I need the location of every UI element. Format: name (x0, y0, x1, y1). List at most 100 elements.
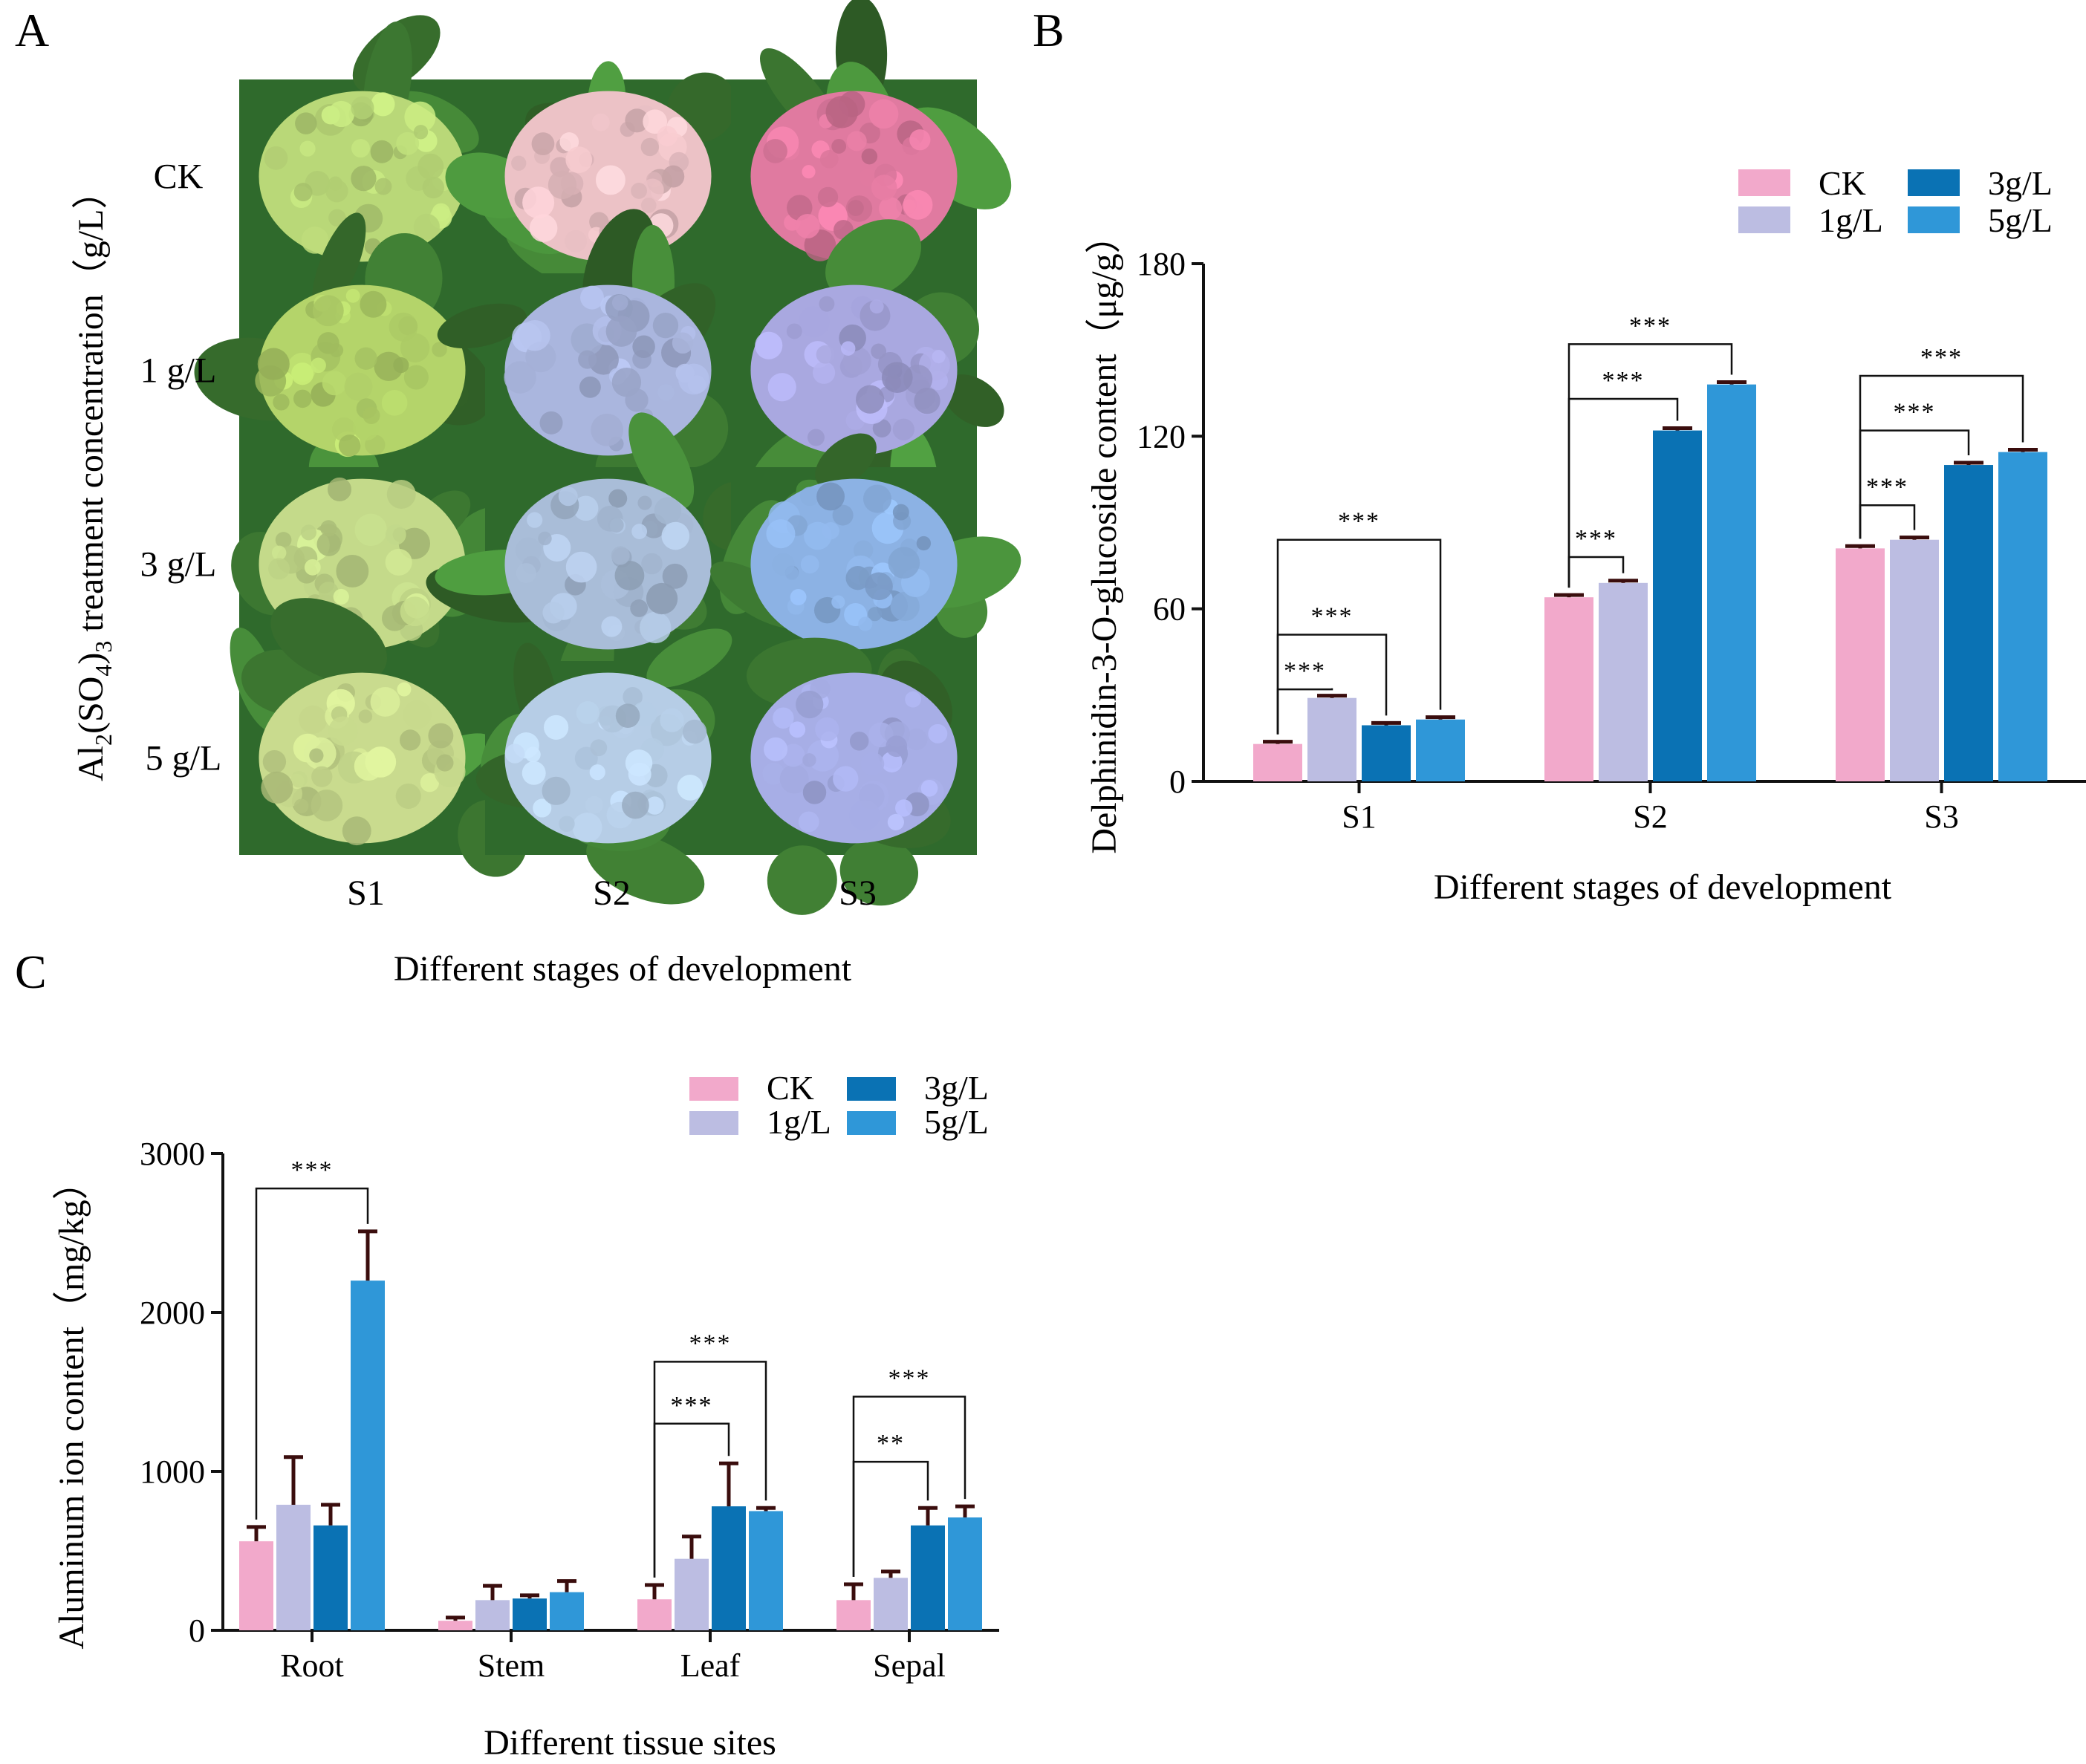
legend-label: 1g/L (1819, 201, 1883, 239)
flower-petal (892, 418, 915, 440)
bar-1gperL-S1 (1307, 697, 1356, 781)
flower-petal (853, 540, 874, 560)
flower-petal (847, 200, 864, 216)
flower-petal (641, 553, 663, 575)
row-label: CK (154, 157, 204, 197)
y-tick-label: 1000 (140, 1454, 205, 1490)
flower-petal (301, 226, 329, 254)
flower-petal (786, 323, 802, 339)
y-tick-label: 120 (1137, 418, 1186, 455)
flower-petal (865, 572, 893, 601)
bar-5gperL-S3 (1998, 452, 2047, 781)
legend-swatch-5gperL (847, 1111, 896, 1135)
flower-petal (542, 602, 565, 624)
flower-petal (871, 175, 897, 201)
flower-petal (400, 596, 430, 627)
flower-petal (903, 189, 933, 220)
flower-petal (657, 384, 675, 401)
flower-petal (640, 178, 664, 202)
flower-petal (869, 299, 884, 314)
flower-petal (572, 813, 602, 843)
flower-petal (798, 306, 830, 338)
bar-5gperL-S1 (1416, 719, 1465, 781)
flower-petal (789, 721, 806, 738)
x-axis-title: Different stages of development (1434, 868, 1892, 907)
flower-petal (360, 290, 387, 318)
flower-photo-3gL-S3 (710, 433, 1021, 661)
flower-petal (311, 766, 333, 787)
flower-petal (529, 214, 558, 242)
flower-petal (403, 365, 429, 390)
flower-petal (849, 800, 880, 831)
flower-petal (879, 197, 903, 221)
flower-petal (345, 288, 360, 303)
legend-swatch-CK (1738, 169, 1790, 196)
flower-petal (271, 545, 287, 561)
flower-petal (293, 183, 313, 202)
flower-petal (578, 350, 597, 369)
flower-petal (639, 611, 672, 644)
flower-petal (299, 705, 328, 734)
panel-a-y-title: Al2(SO4)3 treatment concentration（g/L） (71, 174, 117, 781)
significance-label: *** (1602, 367, 1645, 394)
x-tick-label: S2 (1633, 798, 1667, 835)
flower-petal (300, 524, 316, 541)
y-tick-label: 0 (1169, 764, 1186, 800)
flower-petal (358, 709, 373, 723)
leaf (646, 628, 732, 688)
flower-petal (909, 129, 931, 151)
flower-petal (504, 361, 536, 394)
flower-petal (601, 616, 623, 637)
flower-petal (397, 682, 412, 697)
flower-photo-CK-S2 (445, 61, 737, 288)
flower-petal (385, 524, 406, 545)
flower-petal (784, 567, 799, 581)
flower-petal (516, 563, 536, 584)
flower-petal (807, 429, 825, 446)
flower-petal (831, 139, 847, 154)
bar-3gperL-Sepal (911, 1525, 945, 1630)
significance-label: *** (1894, 399, 1936, 426)
panel-b-letter: B (1033, 4, 1065, 56)
flower-petal (354, 347, 377, 370)
legend-label: 3g/L (924, 1069, 989, 1107)
flower-petal (591, 413, 624, 446)
flower-petal (790, 589, 807, 605)
flower-petal (816, 345, 835, 364)
flower-petal (293, 389, 312, 409)
flower-petal (802, 165, 816, 179)
flower-petal (625, 749, 653, 777)
flower-petal (856, 385, 885, 414)
flower-petal (268, 558, 290, 580)
flower-petal (646, 796, 664, 815)
flower-petal (861, 148, 878, 165)
significance-bracket (653, 1361, 767, 1578)
flower-petal (632, 335, 655, 359)
flower-petal (630, 599, 649, 617)
significance-label: *** (1338, 508, 1380, 536)
significance-bracket (255, 1187, 369, 1520)
flower-petal (849, 732, 869, 751)
bar-CK-S1 (1253, 743, 1302, 781)
flower-petal (782, 743, 805, 767)
flower-petal (858, 616, 873, 631)
flower-petal (333, 588, 349, 605)
flower-petal (631, 524, 648, 539)
row-label: 3 g/L (140, 545, 217, 585)
y-axis-title: Delphinidin-3-O-glucoside content（μg/g） (1085, 218, 1124, 853)
flower-petal (351, 96, 374, 120)
flower-petal (819, 296, 835, 312)
panel-a-letter: A (15, 4, 49, 56)
flower-petal (273, 394, 290, 411)
flower-petal (336, 555, 369, 588)
leaf (943, 374, 1004, 427)
flower-petal (640, 198, 657, 213)
flower-petal (815, 717, 839, 742)
flower-petal (894, 799, 913, 817)
bar-1gperL-Leaf (675, 1558, 709, 1630)
y-tick-label: 2000 (140, 1295, 205, 1331)
flower-petal (887, 813, 904, 831)
flower-petal (831, 595, 845, 609)
flower-photo-CK-S3 (731, 0, 1012, 273)
leaf (767, 845, 837, 915)
